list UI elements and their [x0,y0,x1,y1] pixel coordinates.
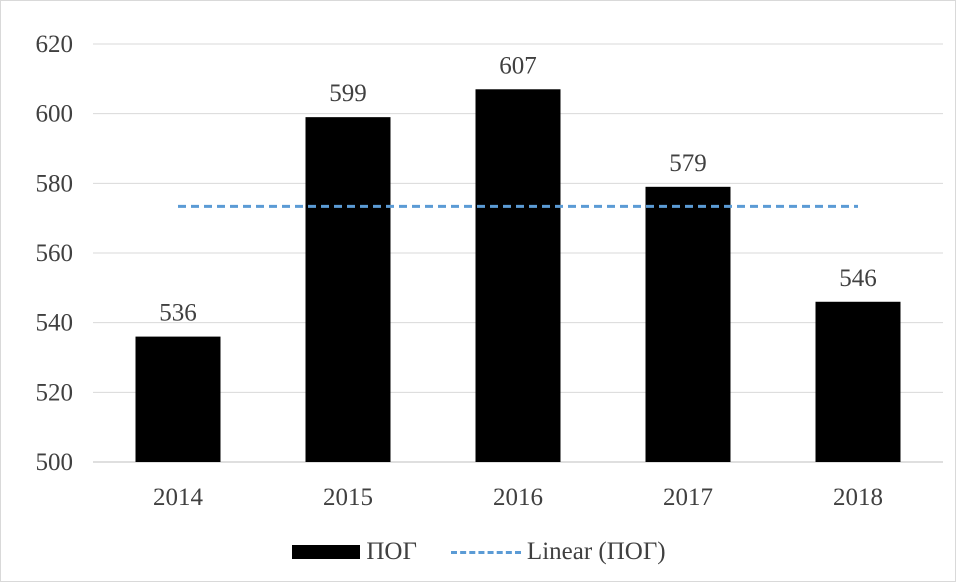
y-tick-label: 620 [36,31,74,58]
legend: ПОГ Linear (ПОГ) [1,532,956,572]
x-tick-label: 2018 [833,484,883,511]
legend-swatch-dashed-line [450,550,521,554]
x-tick-label: 2015 [323,484,373,511]
y-tick-label: 540 [36,310,74,337]
bar [815,301,901,462]
y-tick-label: 580 [36,170,74,197]
data-label: 579 [669,150,707,177]
y-tick-label: 500 [36,449,74,476]
legend-item-series: ПОГ [292,538,417,566]
x-axis-ticks: 2014 2015 2016 2017 2018 [153,484,883,511]
data-label: 607 [499,52,537,79]
x-tick-label: 2014 [153,484,204,511]
legend-swatch-bar [292,545,361,559]
bar [135,336,221,462]
y-tick-label: 560 [36,240,74,267]
x-tick-label: 2017 [663,484,713,511]
x-tick-label: 2016 [493,484,543,511]
legend-label-trendline: Linear (ПОГ) [526,538,666,565]
y-axis-ticks: 500 520 540 560 580 600 620 [36,31,74,476]
data-labels: 536 599 607 579 546 [159,52,877,326]
bars [135,89,901,463]
legend-label-series: ПОГ [366,538,417,565]
y-tick-label: 600 [36,101,74,128]
legend-item-trendline: Linear (ПОГ) [450,538,666,566]
y-tick-label: 520 [36,379,74,406]
data-label: 536 [159,300,197,327]
bar-chart: 500 520 540 560 580 600 620 536 599 607 579 546 20… [36,31,943,511]
bar [645,186,731,463]
bar [305,117,391,463]
data-label: 599 [329,80,367,107]
bar [475,89,561,463]
data-label: 546 [839,265,877,292]
